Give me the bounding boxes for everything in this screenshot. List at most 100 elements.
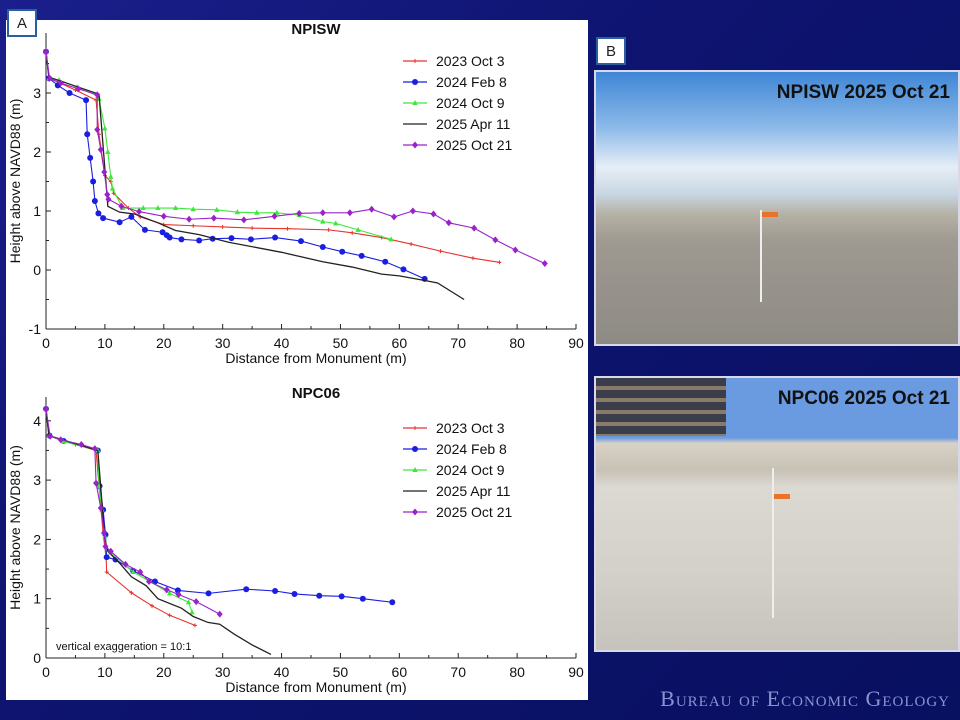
legend-entry: 2025 Oct 21 bbox=[403, 504, 512, 520]
circle-marker bbox=[359, 595, 366, 602]
series-line bbox=[45, 51, 392, 240]
y-axis-label: Height above NAVD88 (m) bbox=[7, 445, 23, 610]
chart-title: NPC06 bbox=[292, 385, 340, 402]
circle-marker bbox=[116, 219, 123, 226]
circle-marker bbox=[339, 248, 346, 255]
diamond-marker bbox=[412, 141, 418, 149]
circle-marker bbox=[174, 587, 181, 594]
triangle-marker bbox=[190, 206, 196, 212]
x-tick-label: 10 bbox=[97, 335, 113, 351]
x-tick-label: 20 bbox=[156, 664, 172, 680]
triangle-marker bbox=[274, 209, 280, 215]
legend-label: 2025 Oct 21 bbox=[436, 137, 512, 153]
diamond-marker bbox=[118, 202, 125, 210]
circle-marker bbox=[196, 237, 203, 244]
triangle-marker bbox=[320, 218, 326, 224]
y-tick-label: -1 bbox=[29, 321, 42, 337]
circle-marker bbox=[66, 90, 73, 96]
circle-marker bbox=[178, 236, 185, 243]
diamond-marker bbox=[57, 79, 64, 87]
x-tick-label: 90 bbox=[568, 664, 584, 680]
survey-flag bbox=[774, 494, 790, 499]
y-tick-label: 2 bbox=[33, 531, 41, 547]
series-2024-feb-8 bbox=[43, 48, 428, 282]
x-tick-label: 70 bbox=[450, 335, 466, 351]
y-tick-label: 1 bbox=[33, 591, 41, 607]
circle-marker bbox=[83, 97, 90, 104]
diamond-marker bbox=[541, 260, 548, 268]
diamond-marker bbox=[430, 210, 437, 218]
diamond-marker bbox=[391, 213, 398, 221]
y-tick-label: 4 bbox=[33, 413, 41, 429]
legend-entry: 2025 Apr 11 bbox=[403, 483, 511, 499]
series-2025-apr-11 bbox=[45, 408, 272, 656]
triangle-marker bbox=[166, 590, 173, 596]
triangle-marker bbox=[130, 569, 136, 575]
x-tick-label: 90 bbox=[568, 335, 584, 351]
y-tick-label: 0 bbox=[33, 650, 41, 666]
triangle-marker bbox=[412, 467, 418, 472]
circle-marker bbox=[87, 154, 94, 161]
diamond-marker bbox=[91, 445, 98, 453]
triangle-marker bbox=[189, 609, 195, 615]
y-tick-label: 0 bbox=[33, 262, 41, 278]
y-tick-label: 2 bbox=[33, 144, 41, 160]
legend-label: 2024 Oct 9 bbox=[436, 95, 505, 111]
circle-marker bbox=[291, 590, 298, 597]
legend-label: 2023 Oct 3 bbox=[436, 53, 505, 69]
series-2023-oct-3 bbox=[44, 49, 502, 265]
diamond-marker bbox=[412, 508, 418, 516]
triangle-marker bbox=[388, 236, 394, 242]
circle-marker bbox=[319, 243, 326, 250]
diamond-marker bbox=[492, 236, 499, 244]
x-tick-label: 50 bbox=[333, 664, 349, 680]
triangle-marker bbox=[60, 438, 67, 444]
legend-entry: 2024 Feb 8 bbox=[403, 74, 507, 90]
x-tick-label: 30 bbox=[215, 664, 231, 680]
legend-label: 2025 Apr 11 bbox=[436, 483, 511, 499]
x-tick-label: 20 bbox=[156, 335, 172, 351]
survey-flag bbox=[762, 212, 778, 217]
legend-label: 2024 Feb 8 bbox=[436, 74, 507, 90]
diamond-marker bbox=[175, 591, 182, 599]
diamond-marker bbox=[137, 568, 144, 576]
circle-marker bbox=[412, 79, 418, 85]
legend-entry: 2025 Apr 11 bbox=[403, 116, 511, 132]
legend-entry: 2024 Oct 9 bbox=[403, 95, 505, 111]
diamond-marker bbox=[75, 85, 82, 93]
circle-marker bbox=[243, 586, 250, 593]
series-2025-oct-21 bbox=[43, 405, 223, 618]
circle-marker bbox=[166, 234, 173, 241]
triangle-marker bbox=[214, 206, 220, 212]
triangle-marker bbox=[333, 220, 339, 226]
circle-marker bbox=[400, 266, 407, 273]
diamond-marker bbox=[78, 441, 85, 449]
diamond-marker bbox=[97, 146, 104, 154]
x-tick-label: 60 bbox=[392, 664, 408, 680]
triangle-marker bbox=[355, 226, 361, 232]
x-axis-label: Distance from Monument (m) bbox=[225, 679, 406, 695]
diamond-marker bbox=[368, 205, 375, 213]
footer-logo-text: Bureau of Economic Geology bbox=[660, 686, 950, 711]
survey-pole bbox=[760, 210, 762, 302]
circle-marker bbox=[316, 592, 323, 599]
diamond-marker bbox=[146, 578, 153, 586]
legend-entry: 2023 Oct 3 bbox=[403, 53, 505, 69]
diamond-marker bbox=[216, 610, 223, 618]
y-tick-label: 1 bbox=[33, 203, 41, 219]
circle-marker bbox=[297, 238, 304, 245]
circle-marker bbox=[358, 252, 365, 259]
diamond-marker bbox=[319, 209, 326, 217]
annotation: vertical exaggeration = 10:1 bbox=[56, 641, 191, 653]
circle-marker bbox=[389, 599, 396, 606]
x-tick-label: 50 bbox=[333, 335, 349, 351]
legend-entry: 2025 Oct 21 bbox=[403, 137, 512, 153]
x-tick-label: 70 bbox=[450, 664, 466, 680]
legend-entry: 2024 Oct 9 bbox=[403, 462, 505, 478]
series-2025-oct-21 bbox=[43, 48, 548, 268]
triangle-marker bbox=[234, 209, 241, 215]
photo-caption: NPC06 2025 Oct 21 bbox=[777, 388, 950, 409]
y-tick-label: 3 bbox=[33, 85, 41, 101]
circle-marker bbox=[228, 235, 235, 242]
diamond-marker bbox=[43, 405, 49, 413]
